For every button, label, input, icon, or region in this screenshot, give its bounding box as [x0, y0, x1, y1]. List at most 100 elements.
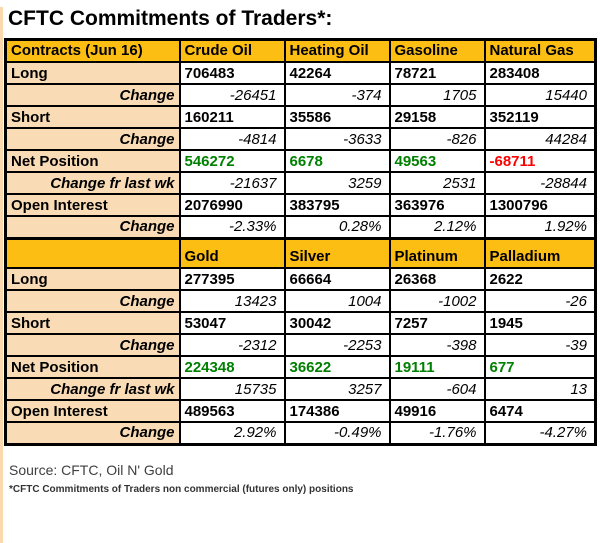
value-cell: 49563 [388, 149, 486, 173]
row-label: Short [4, 311, 181, 335]
value-cell: 277395 [178, 267, 286, 291]
value-cell: 1705 [388, 83, 486, 107]
value-cell: 66664 [283, 267, 391, 291]
value-cell: 174386 [283, 399, 391, 423]
table-row: Long 706483 42264 78721 283408 [4, 61, 597, 85]
commodity-header-cell: Heating Oil [283, 38, 391, 63]
footnote: *CFTC Commitments of Traders non commerc… [9, 483, 354, 495]
commodity-header-cell: Gold [178, 237, 286, 269]
contracts-header-cell [4, 237, 181, 269]
value-cell: 0.28% [283, 215, 391, 239]
value-cell: -1.76% [388, 421, 486, 445]
value-cell: -1002 [388, 289, 486, 313]
table-row: Net Position 224348 36622 19111 677 [4, 355, 597, 379]
value-cell: -604 [388, 377, 486, 401]
row-label: Open Interest [4, 399, 181, 423]
value-cell: 19111 [388, 355, 486, 379]
value-cell: -4.27% [483, 421, 597, 445]
value-cell: -398 [388, 333, 486, 357]
value-cell: 6474 [483, 399, 597, 423]
row-label: Change [4, 421, 181, 445]
value-cell: -28844 [483, 171, 597, 195]
row-label: Net Position [4, 149, 181, 173]
table-row: Net Position 546272 6678 49563 -68711 [4, 149, 597, 173]
commodity-header-cell: Gasoline [388, 38, 486, 63]
value-cell: 160211 [178, 105, 286, 129]
value-cell: 3259 [283, 171, 391, 195]
value-cell: 2531 [388, 171, 486, 195]
commodity-header-cell: Palladium [483, 237, 597, 269]
commodity-header-cell: Natural Gas [483, 38, 597, 63]
value-cell: 383795 [283, 193, 391, 217]
value-cell: 1.92% [483, 215, 597, 239]
page-title: CFTC Commitments of Traders*: [8, 7, 333, 30]
table-row: Short 53047 30042 7257 1945 [4, 311, 597, 335]
value-cell: 13423 [178, 289, 286, 313]
value-cell: 36622 [283, 355, 391, 379]
value-cell: 78721 [388, 61, 486, 85]
value-cell: 49916 [388, 399, 486, 423]
value-cell: -2.33% [178, 215, 286, 239]
value-cell: 6678 [283, 149, 391, 173]
value-cell: 363976 [388, 193, 486, 217]
value-cell: 489563 [178, 399, 286, 423]
value-cell: 706483 [178, 61, 286, 85]
row-label: Long [4, 267, 181, 291]
section-header-row: Gold Silver Platinum Palladium [4, 237, 597, 269]
table-row: Change -26451 -374 1705 15440 [4, 83, 597, 107]
value-cell: 352119 [483, 105, 597, 129]
row-label: Change [4, 333, 181, 357]
value-cell: 2076990 [178, 193, 286, 217]
value-cell: -26 [483, 289, 597, 313]
commodity-header-cell: Silver [283, 237, 391, 269]
row-label: Change [4, 289, 181, 313]
row-label: Change fr last wk [4, 171, 181, 195]
table-row: Change 2.92% -0.49% -1.76% -4.27% [4, 421, 597, 445]
commodity-header-cell: Crude Oil [178, 38, 286, 63]
commodity-header-cell: Platinum [388, 237, 486, 269]
value-cell: 1945 [483, 311, 597, 335]
value-cell: -374 [283, 83, 391, 107]
value-cell: 42264 [283, 61, 391, 85]
table-row: Open Interest 2076990 383795 363976 1300796 [4, 193, 597, 217]
table-row: Change fr last wk 15735 3257 -604 13 [4, 377, 597, 401]
row-label: Net Position [4, 355, 181, 379]
value-cell: 1004 [283, 289, 391, 313]
value-cell: 1300796 [483, 193, 597, 217]
source-line: Source: CFTC, Oil N' Gold [9, 461, 174, 478]
contracts-header-cell: Contracts (Jun 16) [4, 38, 181, 63]
value-cell: -4814 [178, 127, 286, 151]
value-cell: 2.92% [178, 421, 286, 445]
table-row: Short 160211 35586 29158 352119 [4, 105, 597, 129]
row-label: Change fr last wk [4, 377, 181, 401]
value-cell: -826 [388, 127, 486, 151]
table-row: Open Interest 489563 174386 49916 6474 [4, 399, 597, 423]
row-label: Short [4, 105, 181, 129]
value-cell: -0.49% [283, 421, 391, 445]
value-cell: 3257 [283, 377, 391, 401]
value-cell: -39 [483, 333, 597, 357]
value-cell: 283408 [483, 61, 597, 85]
value-cell: 53047 [178, 311, 286, 335]
value-cell: 15735 [178, 377, 286, 401]
table-row: Change -4814 -3633 -826 44284 [4, 127, 597, 151]
cot-table: Contracts (Jun 16) Crude Oil Heating Oil Ga… [4, 38, 597, 446]
value-cell: 35586 [283, 105, 391, 129]
value-cell: 224348 [178, 355, 286, 379]
row-label: Long [4, 61, 181, 85]
row-label: Change [4, 127, 181, 151]
value-cell: 677 [483, 355, 597, 379]
value-cell: 2.12% [388, 215, 486, 239]
row-label: Change [4, 215, 181, 239]
value-cell: -21637 [178, 171, 286, 195]
table-row: Change fr last wk -21637 3259 2531 -28844 [4, 171, 597, 195]
value-cell: -2312 [178, 333, 286, 357]
cot-table-body: Contracts (Jun 16) Crude Oil Heating Oil Ga… [4, 38, 597, 445]
value-cell: 30042 [283, 311, 391, 335]
value-cell: 26368 [388, 267, 486, 291]
value-cell: 29158 [388, 105, 486, 129]
section-header-row: Contracts (Jun 16) Crude Oil Heating Oil Ga… [4, 38, 597, 63]
value-cell: -2253 [283, 333, 391, 357]
row-label: Open Interest [4, 193, 181, 217]
value-cell: 546272 [178, 149, 286, 173]
